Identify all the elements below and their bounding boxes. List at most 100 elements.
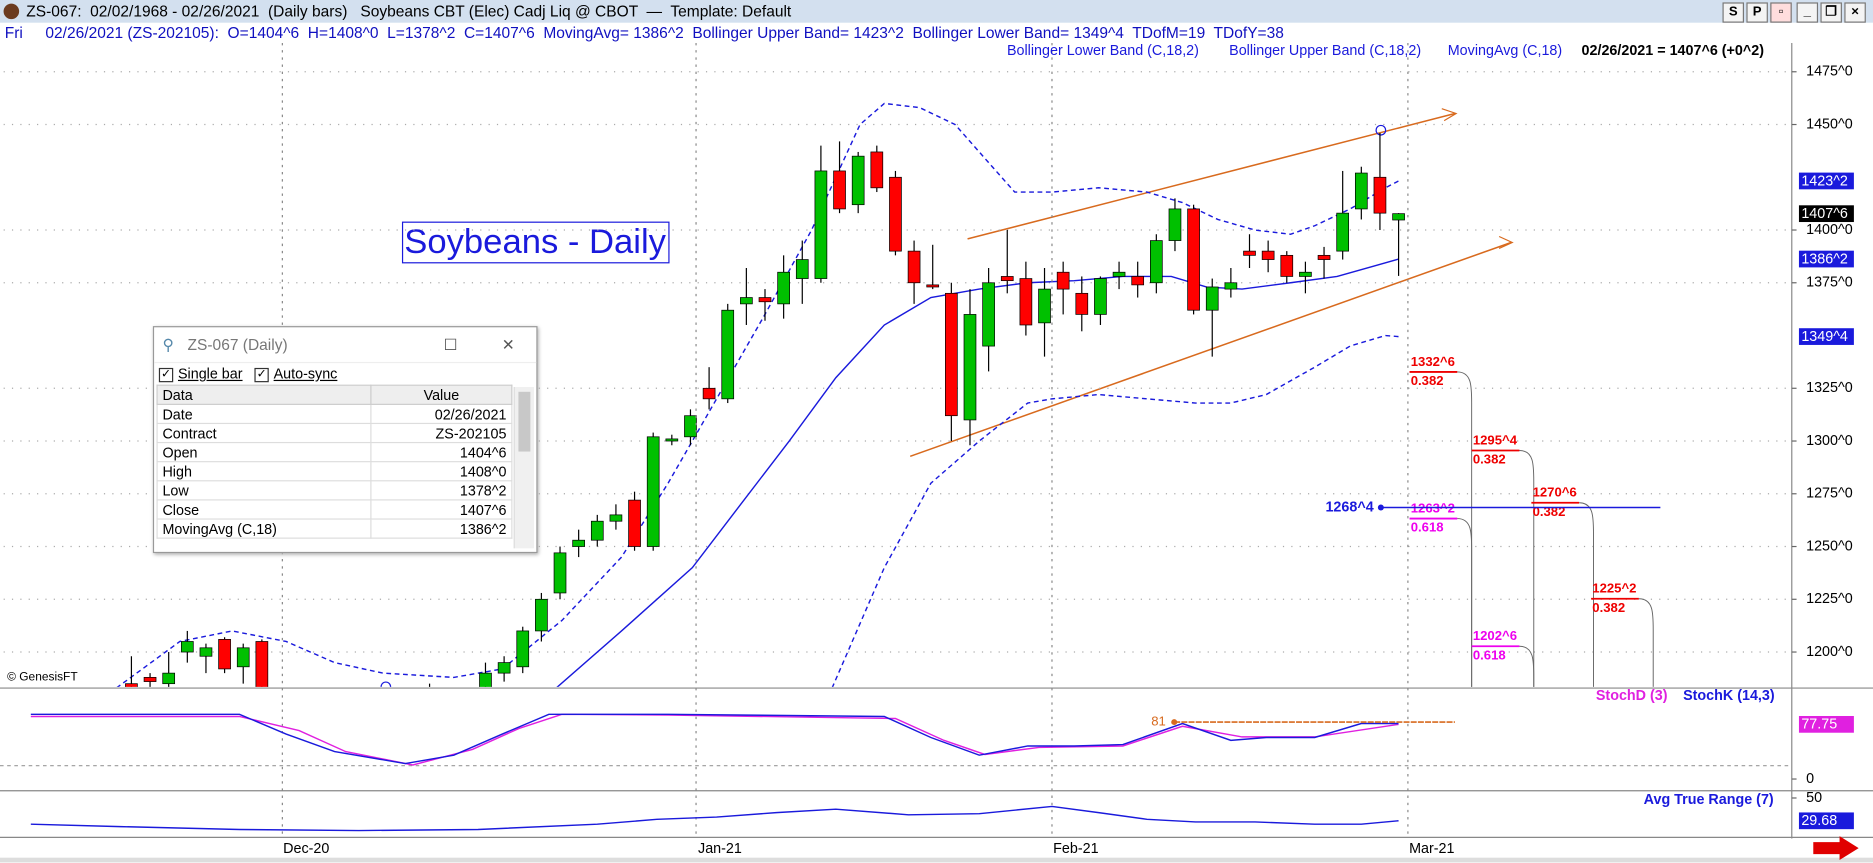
- candle-body: [1056, 271, 1070, 290]
- candle-body: [1094, 278, 1107, 315]
- row-value: 1404^6: [370, 441, 513, 463]
- window-title: ZS-067: 02/02/1968 - 02/26/2021 (Daily b…: [26, 2, 792, 21]
- fib-label: 1295^4: [1473, 432, 1518, 447]
- series-line: [30, 805, 1399, 832]
- legend-entry: Avg True Range (7): [1644, 792, 1774, 808]
- series-line: [556, 258, 1399, 687]
- y-tick-label: 1275^0: [1806, 486, 1853, 502]
- candle-body: [1019, 278, 1033, 326]
- candle-body: [1354, 172, 1368, 210]
- status-text: 02/26/2021 = 1407^6 (+0^2): [1582, 43, 1765, 59]
- candle-body: [1261, 250, 1275, 260]
- price-box: [1798, 328, 1854, 345]
- candle-body: [609, 514, 623, 522]
- price-box: [1798, 812, 1854, 830]
- y-tick-label: 1375^0: [1806, 275, 1853, 291]
- y-tick-label: 50: [1806, 790, 1822, 806]
- close-button[interactable]: ✕: [501, 335, 515, 354]
- low-marker: [380, 681, 392, 687]
- price-label: 1386^2: [1801, 251, 1848, 267]
- x-tick-label: Mar-21: [1409, 841, 1454, 857]
- button-p[interactable]: P: [1746, 2, 1768, 23]
- row-label: Contract: [156, 422, 372, 444]
- title-box: [401, 221, 670, 264]
- title-bar: ZS-067: 02/02/1968 - 02/26/2021 (Daily b…: [0, 0, 1873, 23]
- data-row: Open 1404^6: [156, 441, 513, 463]
- fib-label: 1270^6: [1533, 485, 1577, 500]
- panel: [30, 713, 1399, 766]
- chart-title: Soybeans - Daily: [404, 223, 666, 261]
- y-tick-label: 1250^0: [1806, 538, 1853, 554]
- restore-button[interactable]: ❐: [1820, 2, 1842, 23]
- candle-body: [1187, 208, 1200, 311]
- checkbox[interactable]: ✓: [158, 367, 174, 383]
- candle-body: [870, 151, 884, 189]
- scrollbar[interactable]: [513, 387, 534, 549]
- row-label: Close: [156, 499, 372, 520]
- row-label: Open: [156, 441, 372, 463]
- option-label: Auto-sync: [273, 365, 338, 383]
- fib-bracket: [1519, 645, 1535, 687]
- candle-body: [143, 676, 157, 682]
- candle-body: [646, 436, 660, 547]
- candle-body: [424, 694, 436, 698]
- y-tick-label: 1400^0: [1806, 222, 1853, 238]
- data-window[interactable]: ⚲ ZS-067 (Daily) ☐ ✕ ✓ Single bar ✓ Auto-sync…: [152, 326, 538, 554]
- candle-body: [1000, 276, 1014, 282]
- fib-ratio: 0.382: [1592, 600, 1625, 615]
- legend-entry: Bollinger Upper Band (C,18,2): [1229, 43, 1421, 59]
- row-value: 02/26/2021: [370, 403, 513, 425]
- candle-body: [535, 598, 548, 632]
- series-line: [30, 713, 1399, 765]
- checkbox[interactable]: ✓: [254, 367, 269, 383]
- candle-body: [162, 672, 176, 685]
- candle-body: [926, 284, 940, 288]
- candle-body: [665, 438, 679, 442]
- candle-body: [1038, 288, 1051, 324]
- legend-entry: MovingAvg (C,18): [1448, 43, 1562, 59]
- scrollbar[interactable]: [0, 857, 1873, 863]
- candle-body: [777, 271, 790, 305]
- maximize-button[interactable]: ☐: [443, 335, 458, 354]
- row-label: MovingAvg (C,18): [156, 518, 372, 539]
- row-value: 1407^6: [370, 499, 513, 520]
- level-dot: [1377, 504, 1384, 511]
- fib-ratio: 0.382: [1411, 373, 1444, 388]
- candle-body: [1075, 292, 1089, 315]
- price-label: 29.68: [1801, 813, 1837, 829]
- x-tick-label: Feb-21: [1053, 841, 1098, 857]
- data-row: Low 1378^2: [156, 480, 513, 501]
- candle-body: [684, 415, 697, 438]
- candle-body: [199, 647, 213, 657]
- y-tick-label: 1450^0: [1806, 116, 1853, 132]
- y-tick-label: 1475^0: [1806, 64, 1853, 80]
- data-row: High 1408^0: [156, 461, 513, 482]
- fib-label: 1225^2: [1592, 581, 1636, 596]
- scroll-arrow[interactable]: [1813, 836, 1859, 861]
- candle-body: [590, 520, 604, 541]
- candle-body: [982, 282, 995, 347]
- candle-body: [795, 259, 809, 279]
- candle-body: [889, 176, 902, 252]
- info-bar: Fri 02/26/2021 (ZS-202105): O=1404^6 H=14…: [0, 23, 1873, 43]
- candle-body: [851, 155, 865, 206]
- series-line: [30, 713, 1399, 766]
- candle-body: [1336, 212, 1350, 252]
- fib-bracket: [1638, 598, 1654, 687]
- data-row: Contract ZS-202105: [156, 422, 513, 444]
- fib-ratio: 0.618: [1473, 647, 1506, 662]
- button-s[interactable]: S: [1722, 2, 1744, 23]
- candle-body: [758, 297, 772, 303]
- legend-entry: StochK (14,3): [1683, 688, 1775, 704]
- fib-bracket: [1579, 502, 1594, 687]
- candle-body: [628, 499, 641, 547]
- link-button[interactable]: ▫: [1770, 2, 1792, 23]
- data-window-header: ⚲ ZS-067 (Daily) ☐ ✕: [154, 327, 537, 364]
- candle-body: [1168, 208, 1182, 241]
- column-header: Data: [156, 384, 372, 405]
- candle-body: [125, 683, 138, 687]
- fib-ratio: 0.382: [1533, 504, 1566, 519]
- minimize-button[interactable]: _: [1796, 2, 1819, 23]
- close-button[interactable]: ×: [1844, 2, 1866, 23]
